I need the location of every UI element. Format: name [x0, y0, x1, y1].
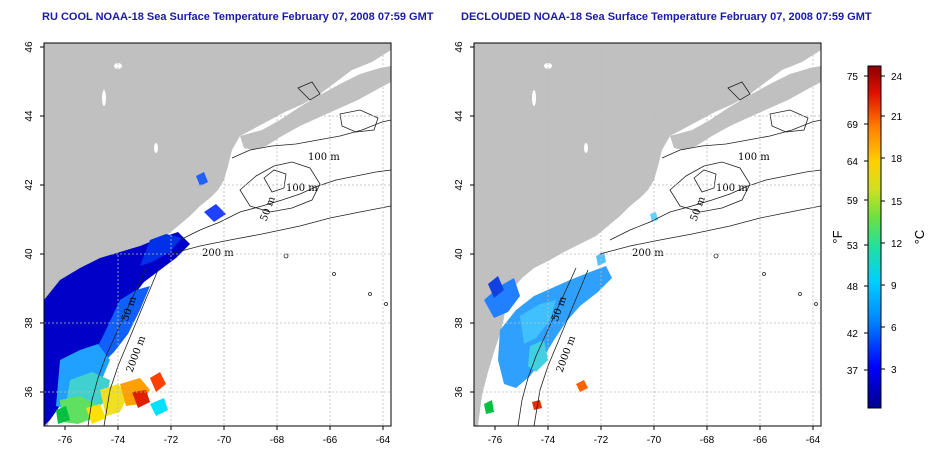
- left-grid: [44, 43, 391, 426]
- colorbar-scale: [867, 65, 882, 409]
- colorbar-ticks: [864, 75, 885, 371]
- left-lat-tick-label: 46: [24, 41, 35, 53]
- right-tick-marks: [470, 46, 814, 430]
- right-lon-tick-label: -68: [700, 435, 715, 446]
- right-lon-tick-label: -66: [753, 435, 768, 446]
- right-grid: [474, 43, 821, 426]
- right-lake: [532, 90, 536, 106]
- right-bathymetry-contours: [517, 81, 821, 426]
- left-map-panel: 100 m 100 m 50 m 200 m 2000 m 50 m: [24, 41, 392, 446]
- right-lat-tick-label: 46: [454, 41, 465, 53]
- left-nova-scotia: [240, 66, 391, 150]
- right-lat-tick-label: 38: [454, 317, 465, 329]
- colorbar-fahrenheit-tick: 69: [847, 120, 859, 131]
- right-lake: [544, 63, 552, 69]
- left-contour-label: 100 m: [286, 183, 318, 194]
- colorbar-fahrenheit-unit: °F: [830, 230, 845, 243]
- right-panel-title: DECLOUDED NOAA-18 Sea Surface Temperatur…: [461, 11, 872, 23]
- left-lat-tick-label: 36: [24, 386, 35, 398]
- right-map-panel: 100 m 100 m 50 m 200 m 2000 m 50 m: [454, 41, 822, 446]
- right-lon-tick-label: -64: [806, 435, 821, 446]
- right-contour-label: 100 m: [738, 152, 770, 163]
- left-lon-tick-label: -72: [164, 435, 179, 446]
- left-panel-title: RU COOL NOAA-18 Sea Surface Temperature …: [42, 11, 434, 23]
- right-lon-tick-label: -72: [594, 435, 609, 446]
- left-lon-tick-label: -68: [270, 435, 285, 446]
- colorbar-celsius-tick: 12: [891, 239, 903, 250]
- colorbar-fahrenheit-tick: 37: [847, 366, 859, 377]
- left-lon-tick-label: -76: [58, 435, 73, 446]
- right-lon-tick-label: -74: [541, 435, 556, 446]
- colorbar-celsius-tick: 3: [891, 365, 897, 376]
- left-contour-label: 2000 m: [125, 334, 149, 374]
- right-lat-tick-label: 40: [454, 248, 465, 260]
- colorbar-celsius-tick: 9: [891, 281, 897, 292]
- colorbar-celsius-tick: 21: [891, 112, 903, 123]
- left-contour-label: 50 m: [259, 195, 278, 223]
- colorbar-fahrenheit-tick: 75: [847, 72, 859, 83]
- right-map-frame: [473, 42, 822, 427]
- left-lon-tick-label: -64: [376, 435, 391, 446]
- colorbar-celsius-tick: 24: [891, 72, 903, 83]
- left-lat-tick-label: 40: [24, 248, 35, 260]
- right-nova-scotia: [670, 66, 821, 150]
- right-lat-tick-label: 36: [454, 386, 465, 398]
- left-lake: [114, 63, 122, 69]
- right-contour-label: 200 m: [632, 248, 664, 259]
- left-contour-label: 200 m: [202, 248, 234, 259]
- right-lon-tick-label: -76: [488, 435, 503, 446]
- left-tick-marks: [40, 46, 384, 430]
- left-map-frame: [43, 42, 392, 427]
- colorbar-fahrenheit-tick: 53: [847, 241, 859, 252]
- right-contour-label: 2000 m: [555, 334, 579, 374]
- left-lon-tick-label: -74: [111, 435, 126, 446]
- left-lat-tick-label: 38: [24, 317, 35, 329]
- left-lat-tick-label: 44: [24, 110, 35, 122]
- left-land-mass: [44, 43, 391, 426]
- colorbar-celsius-tick: 6: [891, 323, 897, 334]
- colorbar-fahrenheit-tick: 64: [847, 157, 859, 168]
- left-lat-tick-label: 42: [24, 179, 35, 191]
- right-land-mass: [474, 43, 821, 426]
- left-bathymetry-contours: [87, 81, 391, 426]
- right-lon-tick-label: -70: [647, 435, 662, 446]
- colorbar-fahrenheit-tick: 42: [847, 329, 859, 340]
- left-contour-label: 100 m: [308, 152, 340, 163]
- left-sst-data: [44, 172, 226, 426]
- colorbar-celsius-tick: 15: [891, 197, 903, 208]
- right-contour-label: 100 m: [716, 183, 748, 194]
- right-lat-tick-label: 44: [454, 110, 465, 122]
- colorbar-celsius-tick: 18: [891, 154, 903, 165]
- right-contour-label: 50 m: [689, 195, 708, 223]
- left-lon-tick-label: -66: [323, 435, 338, 446]
- left-lon-tick-label: -70: [217, 435, 232, 446]
- colorbar-celsius-unit: °C: [912, 230, 927, 245]
- colorbar: 75 69 64 59 53 48 42 37 24 21 18 15 12 9…: [830, 65, 927, 409]
- colorbar-fahrenheit-tick: 48: [847, 282, 859, 293]
- right-lat-tick-label: 42: [454, 179, 465, 191]
- right-lake: [584, 143, 588, 153]
- left-lake: [154, 143, 158, 153]
- colorbar-fahrenheit-tick: 59: [847, 196, 859, 207]
- left-lake: [102, 90, 106, 106]
